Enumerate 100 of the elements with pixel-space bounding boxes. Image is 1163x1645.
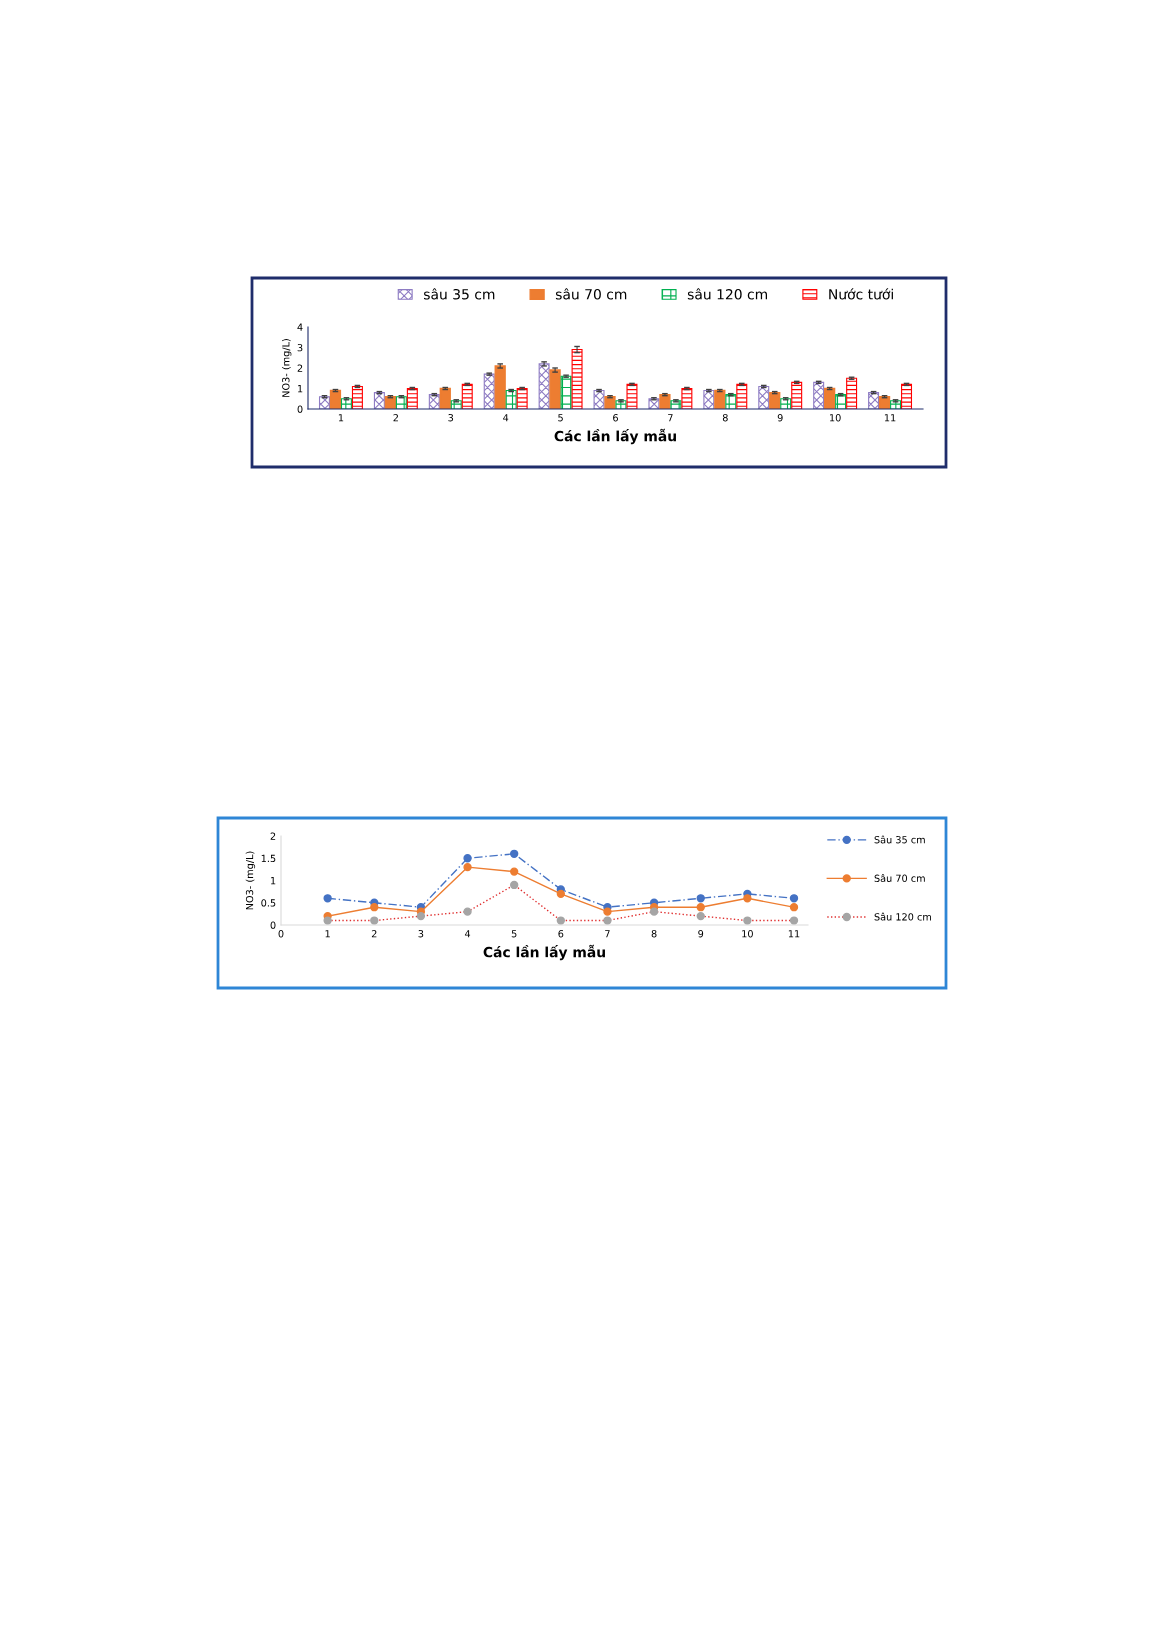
point	[463, 862, 472, 872]
bar	[714, 389, 726, 409]
legend-label: Sâu 70 cm	[874, 874, 925, 882]
y-tick-label: 0.5	[261, 899, 276, 907]
bar	[571, 348, 583, 409]
bar	[846, 377, 858, 409]
x-tick-label: 1	[325, 930, 330, 938]
x-tick-label: 3	[448, 414, 454, 422]
bar	[516, 387, 528, 409]
bar	[351, 385, 363, 409]
bar	[329, 389, 342, 409]
y-axis-title: NO3- (mg/L)	[282, 339, 292, 397]
bar	[626, 383, 638, 409]
point	[696, 911, 705, 921]
bar	[549, 369, 561, 409]
y-tick-label: 1.5	[261, 854, 276, 863]
x-tick-label: 7	[605, 930, 610, 938]
x-tick-label: 5	[558, 414, 563, 422]
bar	[505, 389, 517, 409]
x-tick-label: 5	[511, 930, 517, 938]
bar	[439, 387, 451, 409]
bar	[681, 387, 693, 409]
point	[463, 907, 472, 916]
bar	[483, 373, 495, 409]
bar	[758, 385, 770, 409]
bar	[780, 398, 792, 409]
x-tick-label: 0	[278, 930, 284, 938]
bar	[373, 392, 385, 409]
bar	[648, 398, 660, 409]
point	[370, 916, 379, 925]
bar	[659, 393, 671, 409]
x-tick-label: 8	[722, 414, 728, 422]
bar	[813, 381, 825, 409]
x-tick-label: 8	[651, 930, 657, 938]
x-tick-label: 2	[393, 414, 398, 422]
x-tick-label: 3	[418, 930, 424, 938]
y-tick-label: 3	[297, 343, 303, 352]
point	[370, 903, 379, 912]
legend-label: sâu 70 cm	[555, 288, 627, 300]
y-tick-label: 1	[271, 877, 276, 885]
point	[510, 880, 519, 890]
bar	[791, 381, 803, 409]
bar	[494, 365, 506, 409]
point	[789, 916, 799, 925]
x-tick-label: 9	[698, 930, 704, 938]
bar	[769, 391, 781, 409]
x-tick-label: 6	[558, 930, 564, 938]
bar	[868, 392, 880, 409]
x-tick-label: 10	[830, 414, 841, 422]
point	[323, 916, 332, 925]
bar	[901, 383, 913, 409]
point	[696, 903, 705, 912]
bar	[878, 396, 891, 409]
bar	[593, 389, 605, 409]
point	[416, 911, 426, 921]
y-tick-label: 2	[297, 364, 303, 372]
x-tick-label: 4	[464, 930, 471, 938]
bar	[461, 383, 473, 409]
bar	[824, 387, 836, 409]
y-axis-title: NO3- (mg/L)	[245, 851, 256, 910]
x-axis-title: Các lần lấy mẫu	[554, 428, 676, 445]
y-tick-label: 0	[297, 405, 303, 413]
bar	[395, 396, 407, 409]
x-tick-label: 7	[668, 414, 673, 422]
bar	[340, 398, 352, 409]
bar	[736, 383, 748, 409]
y-tick-label: 0	[270, 921, 276, 929]
point	[510, 849, 519, 858]
legend-label: Sâu 35 cm	[874, 835, 925, 844]
x-tick-label: 6	[613, 414, 618, 422]
point	[556, 889, 565, 899]
point	[556, 916, 565, 925]
x-tick-label: 1	[338, 414, 344, 422]
point	[743, 894, 752, 903]
bar	[604, 396, 616, 409]
bar	[538, 363, 550, 409]
bar	[835, 394, 847, 409]
y-tick-label: 1	[298, 385, 303, 393]
bar	[725, 394, 737, 409]
x-tick-label: 9	[777, 414, 783, 422]
legend-label: sâu 35 cm	[424, 288, 495, 300]
legend-label: Sâu 120 cm	[874, 912, 931, 921]
x-tick-label: 2	[371, 930, 377, 938]
bar	[560, 375, 572, 409]
bar	[318, 396, 330, 409]
legend-label: Nước tưới	[829, 288, 893, 300]
point	[789, 894, 799, 903]
y-tick-label: 4	[297, 323, 303, 331]
bar	[384, 396, 397, 409]
bar	[703, 389, 715, 409]
x-tick-label: 11	[884, 414, 896, 422]
x-tick-label: 4	[503, 414, 509, 422]
point	[649, 907, 659, 916]
point	[323, 894, 332, 903]
point	[696, 894, 705, 903]
point	[603, 916, 612, 925]
x-tick-label: 10	[742, 930, 753, 938]
point	[510, 867, 519, 876]
x-axis-title: Các lần lấy mẫu	[483, 944, 605, 961]
bar	[406, 387, 418, 409]
